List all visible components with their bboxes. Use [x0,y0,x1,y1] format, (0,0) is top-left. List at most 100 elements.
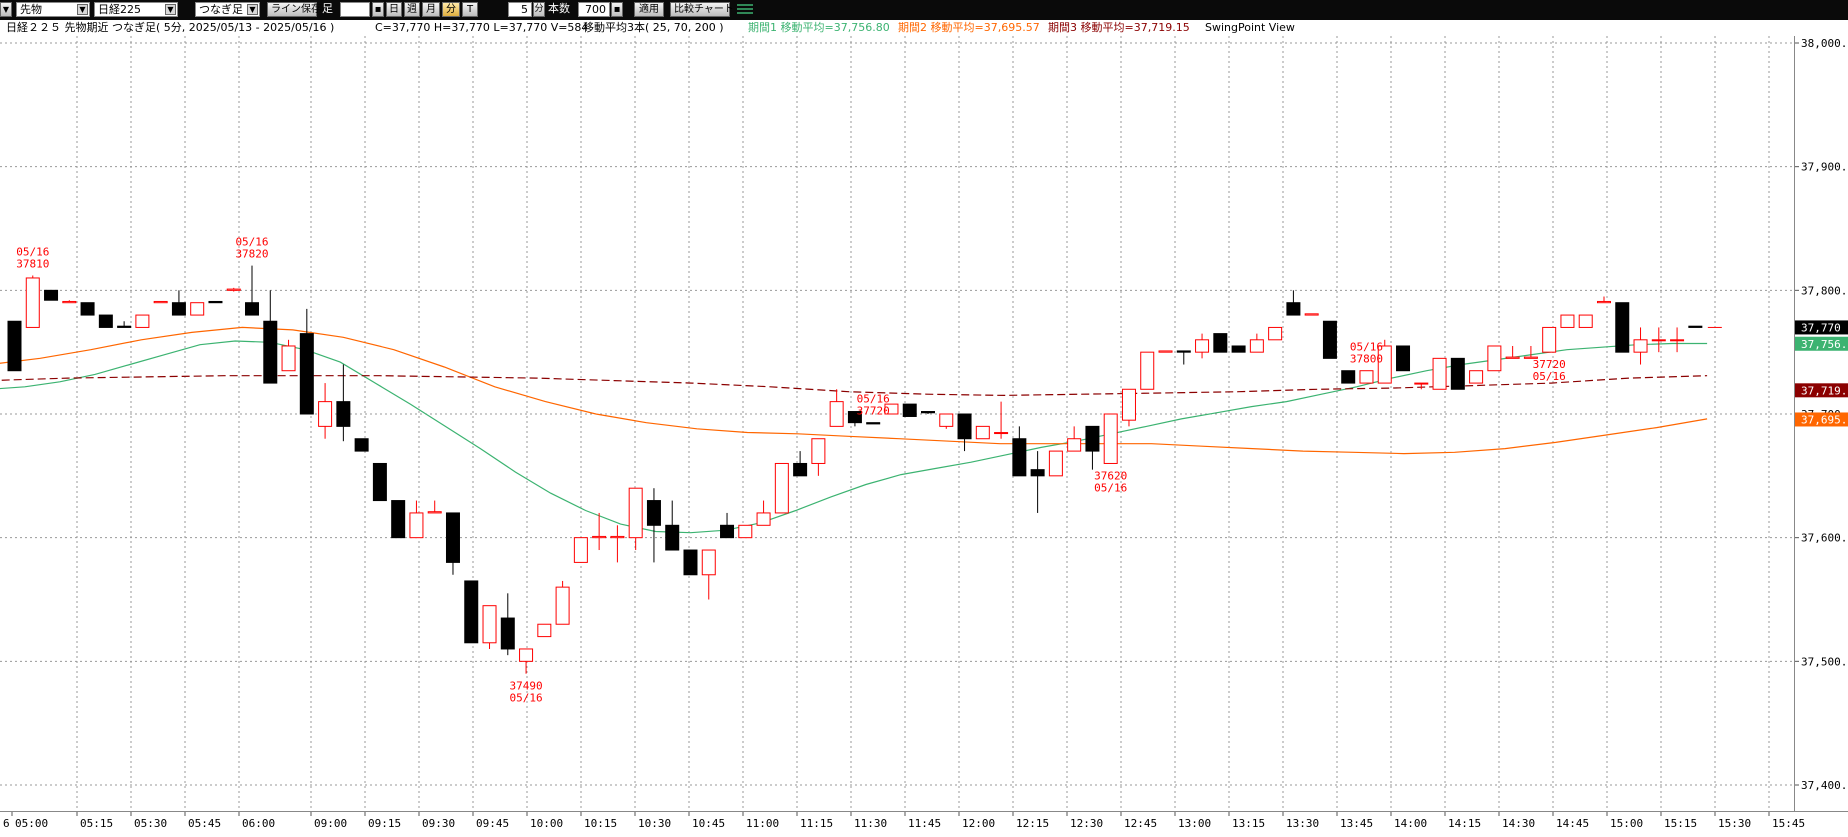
candle-down [1322,320,1337,359]
tick-button[interactable]: T [462,2,478,17]
candle-up [1359,370,1374,384]
day-button[interactable]: 日 [386,2,402,17]
candle-down [866,422,881,425]
candle-up [610,535,625,539]
candle-up [25,277,40,328]
x-tick-label: 12:45 [1124,817,1157,830]
candle-down [208,300,223,304]
candle-up [884,403,899,415]
candle-down [665,524,680,551]
bar-type-select[interactable]: つなぎ足 ▼ [195,2,260,17]
candle-up [1523,356,1538,359]
swing-point-label: 05/16 [509,692,542,705]
candle-down [245,302,260,316]
y-tick-label: 37,900.0 [1801,161,1848,174]
apply-button[interactable]: 適用 [634,2,664,17]
candle-down [1085,425,1100,452]
x-tick-label: 13:30 [1286,817,1319,830]
candle-up [1048,450,1063,477]
chart-info-bar: 日経２２５ 先物期近 つなぎ足( 5分, 2025/05/13 - 2025/0… [0,20,1848,36]
candle-down [1615,302,1630,353]
week-button[interactable]: 週 [404,2,420,17]
candle-down [500,617,515,650]
candlestick-chart[interactable]: 05/163781005/16378203749005/1605/1637720… [0,36,1848,811]
candle-up [62,300,77,304]
x-tick-label: 15:15 [1664,817,1697,830]
price-tag [1795,383,1848,398]
bar-type-select-value: つなぎ足 [199,3,243,16]
x-tick-label: 15:00 [1610,817,1643,830]
count-dropdown-icon[interactable]: ▪ [611,2,623,17]
x-tick-label: 09:15 [368,817,401,830]
x-start-label: 6 [3,817,10,830]
y-tick-label: 37,400.0 [1801,779,1848,792]
x-tick-label: 09:00 [314,817,347,830]
lines-icon[interactable] [736,2,754,17]
candle-up [1249,339,1264,353]
market-select[interactable]: 先物 ▼ [16,2,90,17]
interval-unit-button[interactable]: 分 [533,2,545,17]
swing-point-label: 05/16 [16,245,49,258]
candle-up [153,300,168,304]
candle-up [482,605,497,644]
candle-up [519,648,534,662]
ashi-dropdown-icon[interactable]: ▪ [372,2,384,17]
candle-up [1304,313,1319,316]
candle-down [80,302,95,316]
ashi-input[interactable] [340,2,370,17]
candle-up [135,314,150,328]
candle-up [537,623,552,638]
compare-chart-button[interactable]: 比較チャート [670,2,734,17]
candle-up [1067,438,1082,452]
candle-down [44,289,59,301]
toolbar: ▼ 先物 ▼ 日経225 ▼ つなぎ足 ▼ ライン保存 足 ▪ 日 週 月 分 … [0,0,1848,20]
count-label: 本数 [548,2,570,15]
candle-down [299,333,314,415]
month-button[interactable]: 月 [422,2,440,17]
candle-up [811,438,826,464]
save-line-button[interactable]: ライン保存 [267,2,321,17]
candle-up [738,524,753,539]
candle-down [98,314,113,328]
swing-point-label: 37720 [1533,358,1566,371]
candle-down [1286,302,1301,316]
x-tick-label: 15:30 [1718,817,1751,830]
x-tick-label: 14:45 [1556,817,1589,830]
x-tick-label: 05:15 [80,817,113,830]
candle-up [975,425,990,440]
candle-up [701,549,716,576]
symbol-select[interactable]: 日経225 ▼ [94,2,178,17]
candle-up [1414,382,1429,385]
swingpoint-label: SwingPoint View [1205,21,1295,34]
candle-up [409,512,424,539]
count-input[interactable]: 700 [578,2,610,17]
swing-point-label: 37810 [16,257,49,270]
candle-up [628,487,643,539]
menu-arrow-button[interactable]: ▼ [0,2,12,17]
candle-down [683,549,698,576]
chevron-down-icon: ▼ [247,4,258,15]
x-tick-label: 05:30 [134,817,167,830]
y-axis-border [1794,36,1795,811]
candle-up [555,586,570,625]
x-tick-label: 13:15 [1232,817,1265,830]
ma2-readout: 期間2 移動平均=37,695.57 [898,21,1040,34]
candle-up [756,512,771,526]
interval-input[interactable]: 5 [508,2,532,17]
x-tick-label: 10:30 [638,817,671,830]
candle-down [391,500,406,539]
y-tick-label: 37,600.0 [1801,532,1848,545]
candle-down [372,462,387,502]
ohlcv-readout: C=37,770 H=37,770 L=37,770 V=584 [375,21,589,34]
candle-down [1176,350,1191,353]
candle-up [1578,314,1593,328]
minute-button[interactable]: 分 [442,2,460,17]
candle-down [720,524,735,539]
candle-down [7,320,22,372]
candle-up [592,535,607,539]
candle-up [318,401,333,427]
swing-point-label: 05/16 [235,236,268,249]
y-axis-labels: 38,000.037,900.037,800.037,700.037,600.0… [1794,37,1848,792]
ma2-line [0,326,1708,455]
x-tick-label: 06:00 [242,817,275,830]
